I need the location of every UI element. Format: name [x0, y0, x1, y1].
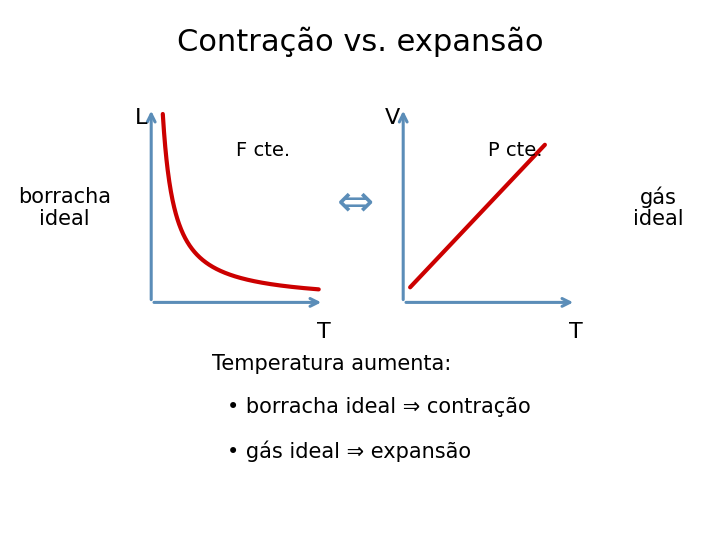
Text: Temperatura aumenta:: Temperatura aumenta:: [212, 354, 451, 374]
Text: P cte.: P cte.: [488, 141, 543, 160]
Text: L: L: [135, 108, 147, 128]
Text: ideal: ideal: [40, 208, 90, 229]
Text: F cte.: F cte.: [236, 141, 291, 160]
Text: ideal: ideal: [634, 208, 684, 229]
Text: T: T: [317, 322, 331, 342]
Text: ⇔: ⇔: [336, 181, 374, 224]
Text: borracha: borracha: [18, 187, 112, 207]
Text: V: V: [385, 108, 400, 128]
Text: • gás ideal ⇒ expansão: • gás ideal ⇒ expansão: [227, 440, 471, 462]
Text: Contração vs. expansão: Contração vs. expansão: [176, 27, 544, 57]
Text: T: T: [569, 322, 583, 342]
Text: • borracha ideal ⇒ contração: • borracha ideal ⇒ contração: [227, 397, 531, 417]
Text: gás: gás: [640, 186, 678, 208]
